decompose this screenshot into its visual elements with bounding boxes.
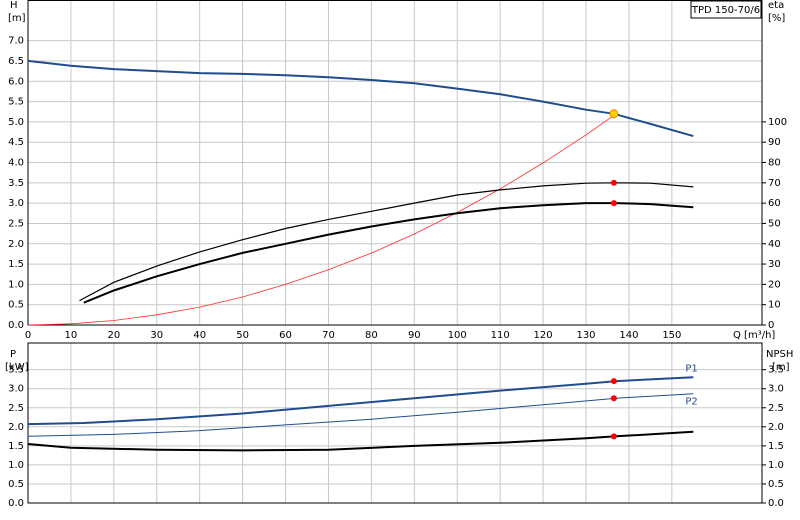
x-tick-label: 0 xyxy=(25,330,31,341)
y-axis-label: H xyxy=(10,0,18,11)
y-tick-label: 6.5 xyxy=(8,56,24,67)
y2-tick-label: 90 xyxy=(768,137,781,148)
duty-point xyxy=(610,395,617,402)
duty-point xyxy=(610,200,617,207)
y-tick-label: 2.0 xyxy=(8,422,24,433)
y2-tick-label: 10 xyxy=(768,300,781,311)
y2-tick-label: 3.5 xyxy=(768,365,784,376)
curve xyxy=(27,113,617,326)
y2-tick-label: 80 xyxy=(768,158,781,169)
curve xyxy=(27,376,694,426)
x-tick-label: 140 xyxy=(619,330,638,341)
y-tick-label: 0.0 xyxy=(8,498,24,509)
y-axis-label: P xyxy=(10,349,16,360)
curve xyxy=(27,430,694,452)
y-axis-unit: [m] xyxy=(8,13,26,24)
y2-tick-label: 0 xyxy=(768,320,774,331)
curve xyxy=(79,182,694,302)
y-tick-label: 1.0 xyxy=(8,460,24,471)
x-tick-label: 100 xyxy=(448,330,467,341)
x-tick-label: 30 xyxy=(150,330,163,341)
title-box xyxy=(690,0,762,19)
y-axis-unit: [kW] xyxy=(5,362,29,373)
x-tick-label: 60 xyxy=(279,330,292,341)
x-tick-label: 80 xyxy=(365,330,378,341)
y2-tick-label: 1.5 xyxy=(768,441,784,452)
y-tick-label: 3.0 xyxy=(8,384,24,395)
x-tick-label: 50 xyxy=(236,330,249,341)
chart-title: TPD 150-70/6 xyxy=(691,5,760,16)
x-tick-label: 110 xyxy=(491,330,510,341)
curve xyxy=(27,59,694,138)
y2-tick-label: 50 xyxy=(768,218,781,229)
x-tick-label: 90 xyxy=(408,330,421,341)
x-tick-label: 70 xyxy=(322,330,335,341)
x-tick-label: 150 xyxy=(662,330,681,341)
x-tick-label: 20 xyxy=(107,330,120,341)
y2-axis-unit: [m] xyxy=(772,362,790,373)
y2-tick-label: 70 xyxy=(768,178,781,189)
y-tick-label: 5.5 xyxy=(8,97,24,108)
y-tick-label: 1.5 xyxy=(8,259,24,270)
curve xyxy=(83,202,694,304)
x-tick-label: 120 xyxy=(534,330,553,341)
y2-tick-label: 100 xyxy=(768,117,787,128)
y-tick-label: 7.0 xyxy=(8,36,24,47)
y-tick-label: 4.0 xyxy=(8,158,24,169)
duty-point xyxy=(610,433,617,440)
y2-tick-label: 0.0 xyxy=(768,498,784,509)
series-label: P2 xyxy=(685,397,697,408)
duty-point xyxy=(609,109,619,119)
x-tick-label: 10 xyxy=(65,330,78,341)
y2-tick-label: 60 xyxy=(768,198,781,209)
y2-tick-label: 0.5 xyxy=(768,479,784,490)
y-tick-label: 0.5 xyxy=(8,479,24,490)
curve xyxy=(27,393,694,437)
y-tick-label: 1.5 xyxy=(8,441,24,452)
duty-point xyxy=(610,378,617,385)
y-tick-label: 3.5 xyxy=(8,365,24,376)
duty-point xyxy=(610,179,617,186)
y2-tick-label: 20 xyxy=(768,279,781,290)
y2-tick-label: 2.5 xyxy=(768,403,784,414)
y-tick-label: 4.5 xyxy=(8,137,24,148)
y-tick-label: 1.0 xyxy=(8,279,24,290)
y2-tick-label: 3.0 xyxy=(768,384,784,395)
y-tick-label: 3.5 xyxy=(8,178,24,189)
x-axis-label: Q [m³/h] xyxy=(733,330,775,341)
y-tick-label: 2.5 xyxy=(8,403,24,414)
y2-axis-label: eta xyxy=(768,0,784,11)
x-tick-label: 130 xyxy=(576,330,595,341)
y-tick-label: 5.0 xyxy=(8,117,24,128)
series-label: P1 xyxy=(685,363,697,374)
x-tick-label: 40 xyxy=(193,330,206,341)
y2-tick-label: 2.0 xyxy=(768,422,784,433)
y-tick-label: 3.0 xyxy=(8,198,24,209)
y2-axis-unit: [%] xyxy=(768,13,785,24)
y-tick-label: 2.0 xyxy=(8,239,24,250)
plot-frame xyxy=(27,342,763,504)
y-tick-label: 6.0 xyxy=(8,76,24,87)
y-tick-label: 0.0 xyxy=(8,320,24,331)
y2-tick-label: 30 xyxy=(768,259,781,270)
y-tick-label: 0.5 xyxy=(8,300,24,311)
y2-tick-label: 40 xyxy=(768,239,781,250)
y2-tick-label: 1.0 xyxy=(768,460,784,471)
y-tick-label: 2.5 xyxy=(8,218,24,229)
y2-axis-label: NPSH xyxy=(766,349,793,360)
